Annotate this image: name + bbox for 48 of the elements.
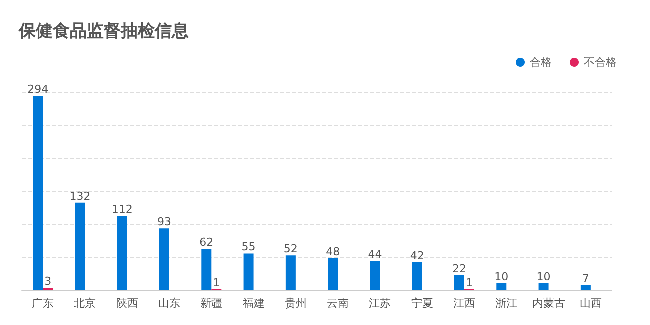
data-label: 22 <box>452 262 466 276</box>
bar <box>117 216 128 290</box>
bar <box>202 249 212 290</box>
bar <box>160 228 170 290</box>
data-label: 132 <box>70 190 91 203</box>
x-tick-label: 浙江 <box>496 297 518 310</box>
data-label: 3 <box>44 275 52 288</box>
data-label: 10 <box>536 270 551 284</box>
legend-label: 合格 <box>530 56 552 69</box>
x-tick-label: 云南 <box>327 297 350 310</box>
x-tick-label: 宁夏 <box>411 297 434 310</box>
chart-title: 保健食品监督抽检信息 <box>18 22 189 42</box>
bar <box>244 254 254 290</box>
bar <box>370 260 380 290</box>
bar <box>33 96 44 290</box>
data-label: 44 <box>368 248 382 261</box>
bar <box>580 285 591 290</box>
x-tick-label: 北京 <box>74 297 96 310</box>
x-tick-label: 陕西 <box>116 297 138 310</box>
x-tick-label: 广东 <box>32 297 54 310</box>
x-tick-label: 山东 <box>158 297 180 310</box>
data-label: 42 <box>410 249 424 262</box>
bar <box>454 275 464 290</box>
bar <box>538 283 549 290</box>
data-label: 52 <box>284 242 298 256</box>
data-label: 294 <box>28 82 49 96</box>
bar <box>496 283 507 290</box>
bar <box>328 258 338 290</box>
x-tick-label: 新疆 <box>200 297 223 310</box>
data-label: 55 <box>242 240 256 254</box>
x-tick-label: 江西 <box>454 297 476 310</box>
data-label: 112 <box>112 203 133 216</box>
x-tick-label: 贵州 <box>284 297 307 310</box>
bar <box>412 262 422 290</box>
data-label: 10 <box>494 270 509 284</box>
data-label: 62 <box>200 236 214 250</box>
data-label: 7 <box>582 272 590 286</box>
x-tick-label: 福建 <box>242 297 265 310</box>
data-label: 48 <box>326 245 340 258</box>
data-label: 1 <box>213 276 220 290</box>
data-label: 93 <box>158 216 172 229</box>
x-tick-label: 内蒙古 <box>532 297 566 310</box>
legend-label: 不合格 <box>584 56 617 69</box>
bar <box>75 202 86 290</box>
x-tick-label: 江苏 <box>369 297 392 310</box>
x-tick-label: 山西 <box>580 297 602 310</box>
bar <box>286 256 296 290</box>
data-label: 1 <box>466 276 473 290</box>
